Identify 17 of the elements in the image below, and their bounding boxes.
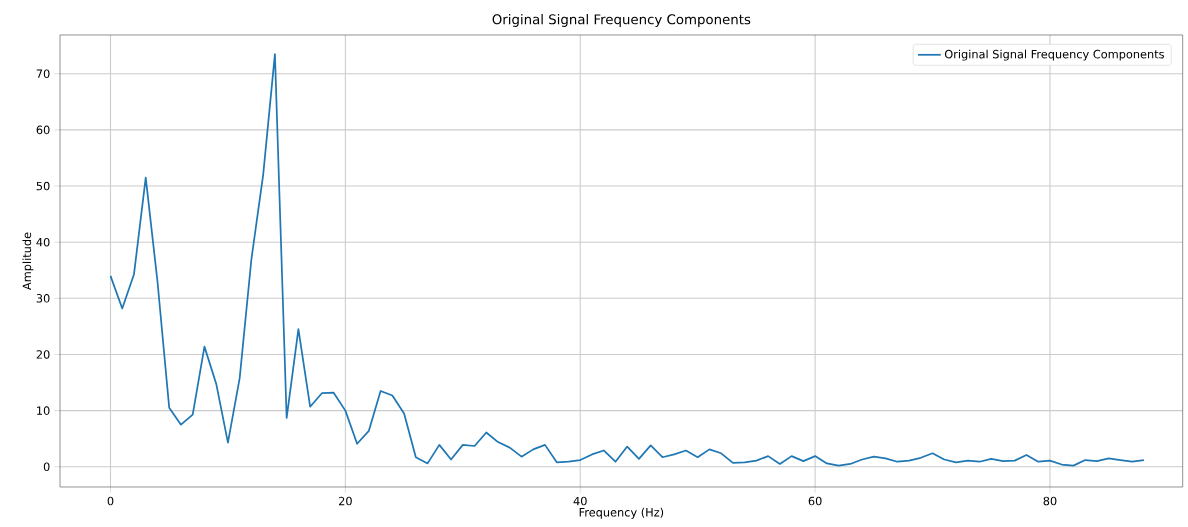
x-tick-label: 20 [339,496,352,506]
y-tick-label: 20 [36,350,50,359]
x-tick-label: 60 [808,496,822,506]
x-tick-label: 80 [1043,496,1057,506]
x-axis-title: Frequency (Hz) [579,507,664,519]
y-tick-label: 60 [36,125,50,135]
chart-title: Original Signal Frequency Components [492,14,751,28]
y-tick-label: 50 [36,181,50,191]
x-tick-label: 0 [107,496,114,506]
y-tick-label: 0 [43,462,50,472]
y-axis-title: Amplitude [22,232,34,291]
legend-label: Original Signal Frequency Components [944,49,1164,61]
y-tick-label: 40 [36,238,50,247]
x-tick-label: 40 [573,496,587,506]
y-tick-label: 10 [37,406,50,416]
y-tick-label: 30 [36,294,50,303]
y-tick-label: 70 [36,69,50,79]
